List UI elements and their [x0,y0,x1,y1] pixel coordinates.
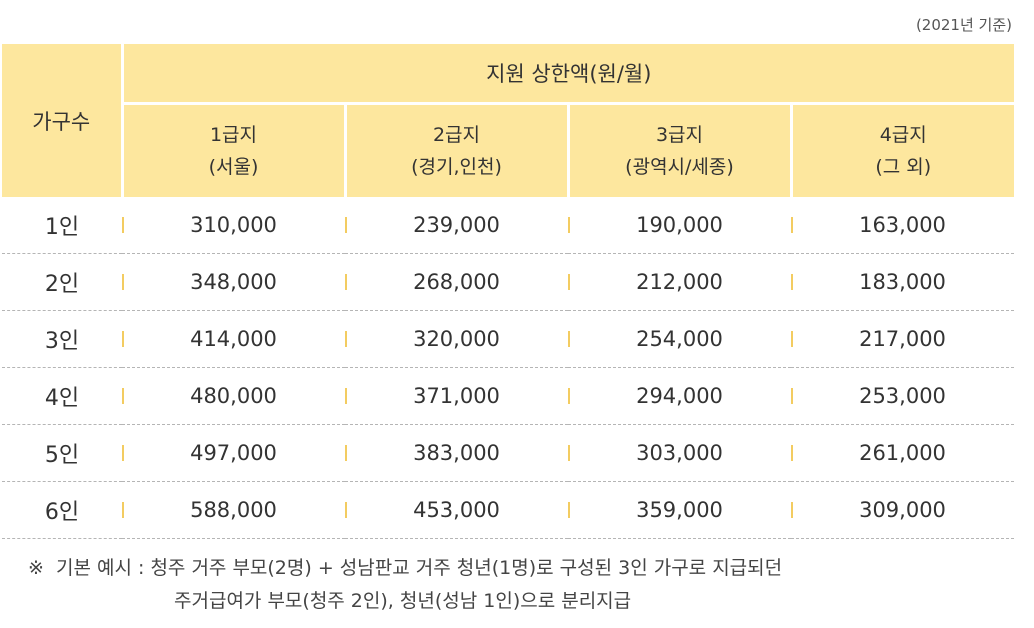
header-row-top: 가구수 지원 상한액(원/월) [2,44,1015,197]
grade-4-name: 4급지 [879,124,927,146]
basis-year-label: (2021년 기준) [915,16,1012,34]
note-line-2: 주거급여가 부모(청주 2인), 청년(성남 1인)으로 분리지급 [174,590,632,612]
grade-2-header: 2급지 (경기,인천) [343,103,568,197]
limit-cell: 497,000 [122,424,345,482]
limit-cell: 588,000 [122,481,345,539]
limit-cell: 371,000 [345,367,568,425]
limit-cell: 239,000 [345,197,568,254]
grade-1-name: 1급지 [209,124,258,146]
note-line-1-text: 기본 예시 : 청주 거주 부모(2명) + 성남판교 거주 청년(1명)로 구… [56,557,783,579]
limit-cell: 310,000 [122,197,345,254]
table-row: 4인 480,000 371,000 294,000 253,000 [2,367,1015,425]
limit-cell: 453,000 [345,481,568,539]
reference-mark-icon: ※ [28,557,44,579]
grade-3-region: (광역시/세종) [625,156,734,178]
household-size-cell: 1인 [2,197,122,254]
limit-cell: 303,000 [568,424,791,482]
limit-cell: 383,000 [345,424,568,482]
grade-2-name: 2급지 [432,124,481,146]
grade-1-header: 1급지 (서울) [120,103,345,197]
household-size-cell: 2인 [2,253,122,311]
table-row: 3인 414,000 320,000 254,000 217,000 [2,310,1015,368]
grade-3-name: 3급지 [655,124,704,146]
limit-cell: 294,000 [568,367,791,425]
limit-cell: 183,000 [791,253,1015,311]
limit-cell: 359,000 [568,481,791,539]
limit-cell: 212,000 [568,253,791,311]
note-line-1: ※ 기본 예시 : 청주 거주 부모(2명) + 성남판교 거주 청년(1명)로 … [28,552,782,585]
limit-cell: 348,000 [122,253,345,311]
household-size-cell: 4인 [2,367,122,425]
household-size-cell: 5인 [2,424,122,482]
grade-4-header: 4급지 (그 외) [789,103,1015,197]
limit-cell: 253,000 [791,367,1015,425]
example-note: ※ 기본 예시 : 청주 거주 부모(2명) + 성남판교 거주 청년(1명)로 … [28,552,782,618]
housing-benefit-limit-table: 가구수 지원 상한액(원/월) 1급지 (서울) 2급지 (경기,인천) 3급지 (광… [2,44,1015,539]
grade-1-region: (서울) [208,156,259,178]
limit-cell: 480,000 [122,367,345,425]
grade-2-region: (경기,인천) [411,156,502,178]
table-row: 6인 588,000 453,000 359,000 309,000 [2,481,1015,539]
limit-cell: 190,000 [568,197,791,254]
limit-cell: 254,000 [568,310,791,368]
grade-4-region: (그 외) [875,156,932,178]
table-row: 1인 310,000 239,000 190,000 163,000 [2,197,1015,254]
limit-cell: 268,000 [345,253,568,311]
table-row: 5인 497,000 383,000 303,000 261,000 [2,424,1015,482]
limit-cell: 320,000 [345,310,568,368]
limit-cell: 261,000 [791,424,1015,482]
limit-cell: 217,000 [791,310,1015,368]
limit-cell: 163,000 [791,197,1015,254]
limit-cell: 309,000 [791,481,1015,539]
household-size-header: 가구수 [2,44,122,197]
limit-cell: 414,000 [122,310,345,368]
table-row: 2인 348,000 268,000 212,000 183,000 [2,253,1015,311]
grade-3-header: 3급지 (광역시/세종) [566,103,791,197]
support-limit-header: 지원 상한액(원/월) [120,44,1015,105]
household-size-cell: 6인 [2,481,122,539]
header-row-grades: 1급지 (서울) 2급지 (경기,인천) 3급지 (광역시/세종) 4급지 (그 외) [2,103,1015,197]
household-size-cell: 3인 [2,310,122,368]
